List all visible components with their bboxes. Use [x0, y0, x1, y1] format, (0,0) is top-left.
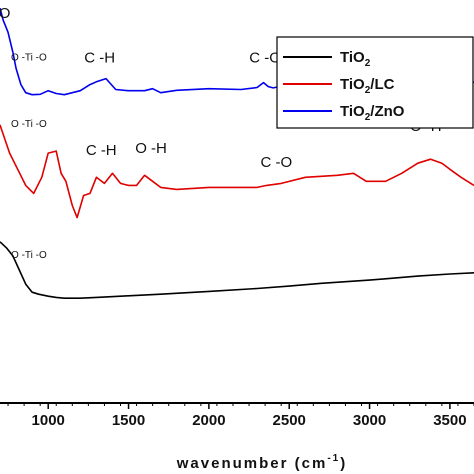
legend-box: [276, 36, 474, 129]
x-axis: 1000 1500 2000 2500 3000 3500: [0, 402, 474, 429]
legend: TiO2 TiO2/LC TiO2/ZnO: [276, 36, 474, 129]
peak-annotation: C -H: [84, 49, 115, 66]
peak-annotation: O -Ti -O: [11, 250, 47, 261]
peak-annotation: O -H: [135, 140, 167, 157]
peak-annotation: C -O: [261, 154, 293, 171]
x-tick-label: 1000: [32, 412, 65, 429]
peak-annotation: i -O: [0, 5, 10, 22]
series-line-1: [0, 124, 474, 219]
x-axis-label: wavenumber (cm-1): [176, 453, 347, 472]
series-line-0: [0, 241, 474, 300]
x-tick-label: 3000: [353, 412, 386, 429]
peak-annotation: C -H: [86, 142, 117, 159]
peak-annotation: O -Ti -O: [11, 119, 47, 130]
legend-entry-label: TiO2/LC: [340, 76, 395, 96]
x-tick-label: 3500: [433, 412, 466, 429]
x-tick-label: 1500: [112, 412, 145, 429]
peak-annotation: C -O: [249, 49, 281, 66]
x-tick-label: 2000: [192, 412, 225, 429]
legend-entry-label: TiO2/ZnO: [340, 103, 405, 123]
peak-annotation: O -Ti -O: [11, 52, 47, 63]
x-tick-label: 2500: [273, 412, 306, 429]
annotation-layer: i -OO -Ti -OC -HC -OO -HO -Ti -OC -HO -H…: [0, 5, 442, 261]
legend-entry-label: TiO2: [340, 49, 371, 69]
